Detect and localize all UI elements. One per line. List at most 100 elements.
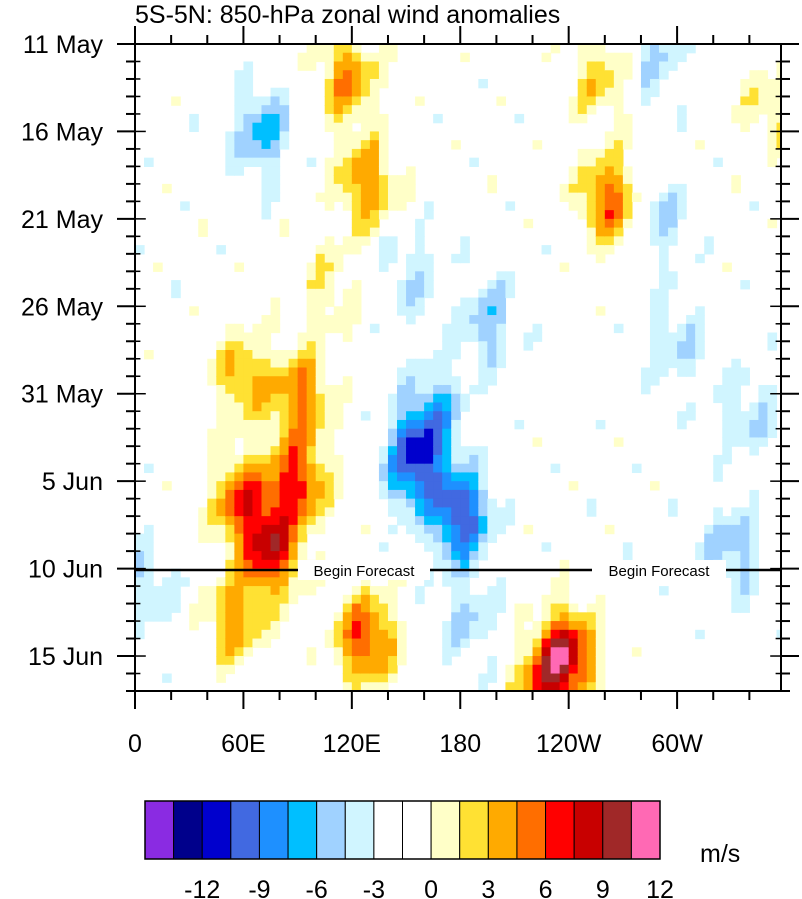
field-cell xyxy=(378,656,389,666)
field-cell xyxy=(640,78,651,89)
field-cell xyxy=(315,315,326,325)
field-cell xyxy=(424,498,434,508)
field-cell xyxy=(731,393,741,404)
field-cell xyxy=(333,472,344,482)
field-cell xyxy=(649,61,660,71)
field-cell xyxy=(433,437,443,447)
field-cell xyxy=(216,638,226,648)
field-cell xyxy=(153,262,163,272)
field-cell xyxy=(586,245,597,255)
field-cell xyxy=(451,533,461,543)
field-cell xyxy=(613,105,624,115)
field-cell xyxy=(595,70,606,80)
field-cell xyxy=(189,612,199,622)
field-cell xyxy=(668,210,678,220)
field-cell xyxy=(216,481,226,491)
field-cell xyxy=(207,533,217,543)
field-cell xyxy=(306,61,317,71)
field-cell xyxy=(351,664,362,675)
field-cell xyxy=(722,411,732,421)
field-cell xyxy=(378,481,389,491)
field-cell xyxy=(749,105,760,115)
field-cell xyxy=(369,682,380,691)
field-cell xyxy=(749,70,760,80)
y-tick-label: 16 May xyxy=(21,118,103,146)
field-cell xyxy=(216,411,226,421)
field-cell xyxy=(243,621,254,631)
field-cell xyxy=(243,629,254,640)
field-cell xyxy=(279,122,290,133)
field-cell xyxy=(550,638,561,648)
field-cell xyxy=(722,402,732,412)
field-cell xyxy=(595,253,606,264)
field-cell xyxy=(324,280,335,290)
field-cell xyxy=(649,201,660,211)
field-cell xyxy=(668,358,678,369)
field-cell xyxy=(541,647,552,657)
field-cell xyxy=(695,253,705,264)
field-cell xyxy=(216,498,226,508)
field-cell xyxy=(297,551,308,561)
field-cell xyxy=(433,463,443,474)
field-cell xyxy=(469,533,479,543)
field-cell xyxy=(442,647,452,657)
field-cell xyxy=(261,498,272,508)
field-cell xyxy=(378,166,389,176)
field-cell xyxy=(406,472,416,482)
field-cell xyxy=(207,472,217,482)
colorbar: -12 -9 -6 -3 0 3 6 9 12 xyxy=(144,800,674,899)
field-cell xyxy=(496,297,507,307)
field-cell xyxy=(451,559,461,570)
field-cell xyxy=(659,52,669,63)
field-cell xyxy=(252,376,263,386)
field-cell xyxy=(532,656,543,666)
field-cell xyxy=(433,498,443,508)
field-cell xyxy=(487,175,497,185)
field-cell xyxy=(451,419,461,430)
field-cell xyxy=(324,288,335,299)
field-cell xyxy=(135,594,145,605)
field-cell xyxy=(406,280,416,290)
field-cell xyxy=(595,218,606,229)
field-cell xyxy=(478,446,488,456)
field-cell xyxy=(496,507,507,517)
field-cell xyxy=(424,463,434,474)
field-cell xyxy=(261,577,272,587)
field-cell xyxy=(415,446,425,456)
field-cell xyxy=(622,201,633,211)
field-cell xyxy=(306,586,317,596)
field-cell xyxy=(297,533,308,543)
field-cell xyxy=(595,201,606,211)
field-cell xyxy=(387,393,398,404)
field-cell xyxy=(342,183,353,194)
field-cell xyxy=(749,113,760,124)
field-cell xyxy=(252,542,263,552)
x-tick-label: 120E xyxy=(323,730,381,758)
field-cell xyxy=(270,533,281,543)
field-cell xyxy=(306,367,317,377)
field-cell xyxy=(406,315,416,325)
field-cell xyxy=(767,87,778,98)
field-cell xyxy=(731,105,741,115)
field-cell xyxy=(342,113,353,124)
field-cell xyxy=(451,472,461,482)
field-cell xyxy=(460,533,470,543)
field-cell xyxy=(261,638,272,648)
field-cell xyxy=(261,157,272,167)
field-cell xyxy=(649,44,660,54)
field-cell xyxy=(225,586,235,596)
field-cell xyxy=(360,148,371,159)
field-cell xyxy=(577,78,588,89)
field-cell xyxy=(288,446,299,456)
field-cell xyxy=(686,332,696,342)
field-cell xyxy=(659,350,669,360)
field-cell xyxy=(541,621,552,631)
field-cell xyxy=(776,131,781,141)
field-cell xyxy=(749,533,760,543)
field-cell xyxy=(559,647,570,657)
field-cell xyxy=(252,507,263,517)
field-cell xyxy=(369,323,380,334)
field-cell xyxy=(424,280,434,290)
field-cell xyxy=(487,183,497,194)
